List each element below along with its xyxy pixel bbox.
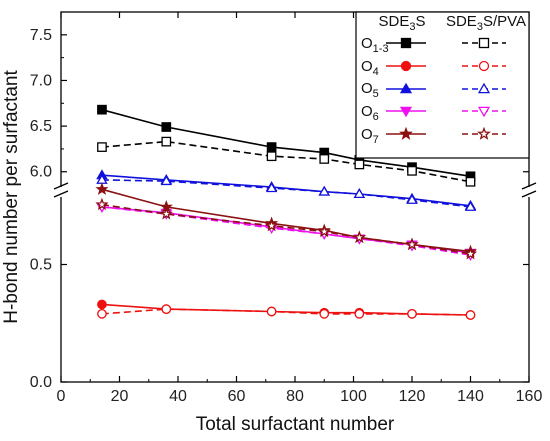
series-layer [95,104,478,320]
axis-break [53,182,537,198]
legend-marker-o6-sde3s [399,106,413,118]
y-tick-label: 0.0 [30,374,52,391]
data-point-o5-sde3s-pva [406,193,418,204]
legend-label-o5: O5 [361,80,379,100]
legend-label-o1-3: O1-3 [361,35,389,55]
series-o4-sde3s [97,299,476,320]
data-point-o4-sde3s-pva [97,308,107,319]
legend-marker-o6-sde3s-pva [477,106,491,118]
data-point-o1-3-sde3s-pva [266,151,277,162]
data-point-o1-3-sde3s [161,122,172,132]
y-tick-label: 7.0 [30,72,52,89]
series-o7-sde3s-pva [95,197,478,260]
legend-marks [386,37,506,140]
data-point-o7-sde3s-pva [352,230,366,244]
legend-marker-o4-sde3s [400,60,412,72]
data-point-o4-sde3s-pva [319,308,330,319]
legend-marker-o7-sde3s [399,126,413,140]
data-point-o5-sde3s-pva [265,182,278,193]
data-point-o7-sde3s-pva [265,218,279,232]
data-point-o4-sde3s [97,299,107,310]
series-o6-sde3s [96,202,477,259]
data-point-o1-3-sde3s-pva [465,176,476,187]
axis-ticks: 0 20 40 60 80 100 120 140 160 6.0 6.5 7.0 7.5 0.0 0.5 [30,12,543,405]
y-axis-title: H-bond number per surfactant [1,70,22,324]
data-point-o4-sde3s-pva [354,308,365,319]
data-point-o4-sde3s-pva [266,306,277,317]
legend-label-o6: O6 [361,103,379,123]
data-point-o1-3-sde3s-pva [407,165,417,176]
legend-marker-o7-sde3s-pva [477,126,491,140]
legend-label-o4: O4 [361,58,379,78]
series-o4-sde3s-pva [97,304,476,320]
data-point-o7-sde3s [95,182,109,195]
data-point-o1-3-sde3s-pva [319,154,330,164]
y-tick-label: 7.5 [30,27,52,44]
legend-marker-o5-sde3s-pva [477,82,491,94]
data-point-o1-3-sde3s-pva [354,159,365,170]
data-point-o4-sde3s-pva [465,310,476,320]
data-point-o1-3-sde3s [266,142,277,152]
series-o1-3-sde3s-pva [97,136,476,187]
legend-marker-o4-sde3s-pva [478,60,490,72]
legend: SDE3S SDE3S/PVA O1-3 O4 O5 O6 O7 [355,11,530,159]
x-tick-label: 0 [57,388,66,405]
data-point-o7-sde3s-pva [159,207,173,220]
data-point-o5-sde3s-pva [318,185,330,196]
y-tick-label: 6.5 [30,118,52,135]
data-point-o5-sde3s-pva [160,175,173,186]
data-point-o5-sde3s-pva [353,188,366,199]
data-point-o7-sde3s-pva [405,237,419,251]
x-tick-label: 120 [399,388,426,405]
legend-marker-o1-3-sde3s [400,37,412,49]
x-tick-label: 160 [516,388,543,405]
data-point-o4-sde3s-pva [161,304,172,314]
data-point-o4-sde3s-pva [407,308,417,319]
data-point-o5-sde3s-pva [464,201,477,211]
legend-label-o7: O7 [361,126,379,146]
data-point-o1-3-sde3s-pva [161,136,172,147]
x-axis-title: Total surfactant number [196,414,395,435]
x-tick-label: 140 [457,388,484,405]
legend-marker-o5-sde3s [399,82,413,94]
x-tick-label: 40 [169,388,187,405]
y-tick-label: 0.5 [30,257,52,274]
legend-header-sde3s-pva: SDE3S/PVA [446,13,526,33]
x-tick-label: 20 [111,388,129,405]
x-tick-label: 80 [286,388,304,405]
data-point-o1-3-sde3s-pva [97,142,107,152]
data-point-o7-sde3s-pva [95,197,109,211]
data-point-o7-sde3s-pva [463,246,478,260]
data-point-o7-sde3s-pva [317,224,331,238]
series-o5-sde3s-pva [96,173,477,211]
legend-box [355,11,530,159]
legend-marker-o1-3-sde3s-pva [478,37,490,49]
data-point-o1-3-sde3s [97,104,107,115]
x-tick-label: 60 [228,388,246,405]
x-tick-label: 100 [340,388,367,405]
legend-header-sde3s: SDE3S [379,13,426,33]
y-tick-label: 6.0 [30,164,52,181]
